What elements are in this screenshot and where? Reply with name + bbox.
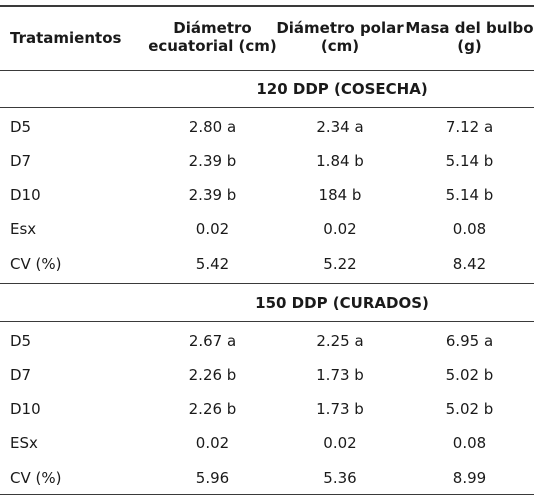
cell-ecuatorial: 5.42 (195, 255, 230, 273)
header-masa-bulbo-line2: (g) (457, 37, 482, 55)
section1-bottom-rule (0, 283, 534, 284)
cell-polar: 1.73 b (316, 400, 364, 418)
table-row: D7 2.39 b 1.84 b 5.14 b (0, 144, 534, 178)
header-diametro-polar-line2: (cm) (320, 37, 360, 55)
cell-masa: 5.14 b (445, 186, 494, 204)
header-diametro-ecuatorial: Diámetro ecuatorial (cm) (145, 19, 280, 55)
cell-treatment: D10 (10, 186, 41, 204)
header-diametro-polar: Diámetro polar (cm) (272, 19, 408, 55)
cell-masa: 0.08 (452, 434, 487, 452)
table-row: CV (%) 5.96 5.36 8.99 (0, 461, 534, 495)
table-row: CV (%) 5.42 5.22 8.42 (0, 247, 534, 281)
cell-ecuatorial: 2.26 b (188, 366, 237, 384)
table-row: D10 2.39 b 184 b 5.14 b (0, 178, 534, 212)
cell-treatment: Esx (10, 220, 37, 238)
section-title-curados: 150 DDP (CURADOS) (255, 294, 429, 312)
cell-ecuatorial: 2.39 b (188, 186, 237, 204)
table-row: Esx 0.02 0.02 0.08 (0, 212, 534, 246)
cell-masa: 5.14 b (445, 152, 494, 170)
cell-ecuatorial: 2.26 b (188, 400, 237, 418)
cell-ecuatorial: 0.02 (195, 220, 230, 238)
top-rule (0, 5, 534, 7)
table-row: D10 2.26 b 1.73 b 5.02 b (0, 392, 534, 426)
section2-title-rule (0, 321, 534, 322)
section-title-cosecha: 120 DDP (COSECHA) (256, 80, 428, 98)
cell-polar: 184 b (318, 186, 362, 204)
cell-polar: 2.34 a (316, 118, 364, 136)
table-row: D5 2.67 a 2.25 a 6.95 a (0, 324, 534, 358)
bottom-rule (0, 494, 534, 495)
header-diametro-ecuatorial-line1: Diámetro (173, 19, 252, 37)
section1-title-rule (0, 107, 534, 108)
cell-ecuatorial: 2.39 b (188, 152, 237, 170)
header-bottom-rule (0, 70, 534, 71)
cell-ecuatorial: 2.80 a (188, 118, 237, 136)
cell-ecuatorial: 0.02 (195, 434, 230, 452)
cell-treatment: CV (%) (10, 469, 62, 487)
cell-treatment: CV (%) (10, 255, 62, 273)
cell-ecuatorial: 5.96 (195, 469, 230, 487)
cell-polar: 2.25 a (316, 332, 364, 350)
cell-polar: 5.22 (323, 255, 357, 273)
cell-treatment: D5 (10, 118, 32, 136)
cell-treatment: D7 (10, 152, 32, 170)
cell-masa: 5.02 b (445, 400, 494, 418)
cell-masa: 8.42 (452, 255, 487, 273)
cell-polar: 0.02 (323, 220, 357, 238)
header-diametro-ecuatorial-line2: ecuatorial (cm) (148, 37, 277, 55)
cell-treatment: ESx (10, 434, 38, 452)
cell-treatment: D5 (10, 332, 32, 350)
cell-polar: 0.02 (323, 434, 357, 452)
cell-treatment: D10 (10, 400, 41, 418)
table-row: ESx 0.02 0.02 0.08 (0, 426, 534, 460)
header-diametro-polar-line1: Diámetro polar (276, 19, 404, 37)
cell-polar: 1.84 b (316, 152, 364, 170)
cell-polar: 5.36 (323, 469, 357, 487)
cell-masa: 6.95 a (445, 332, 494, 350)
cell-treatment: D7 (10, 366, 32, 384)
header-masa-bulbo: Masa del bulbo (g) (403, 19, 534, 55)
cell-polar: 1.73 b (316, 366, 364, 384)
cell-masa: 8.99 (452, 469, 487, 487)
cell-masa: 7.12 a (445, 118, 494, 136)
header-masa-bulbo-line1: Masa del bulbo (405, 19, 534, 37)
header-tratamientos: Tratamientos (10, 29, 122, 47)
cell-ecuatorial: 2.67 a (188, 332, 237, 350)
cell-masa: 0.08 (452, 220, 487, 238)
cell-masa: 5.02 b (445, 366, 494, 384)
table-row: D5 2.80 a 2.34 a 7.12 a (0, 110, 534, 144)
table-row: D7 2.26 b 1.73 b 5.02 b (0, 358, 534, 392)
